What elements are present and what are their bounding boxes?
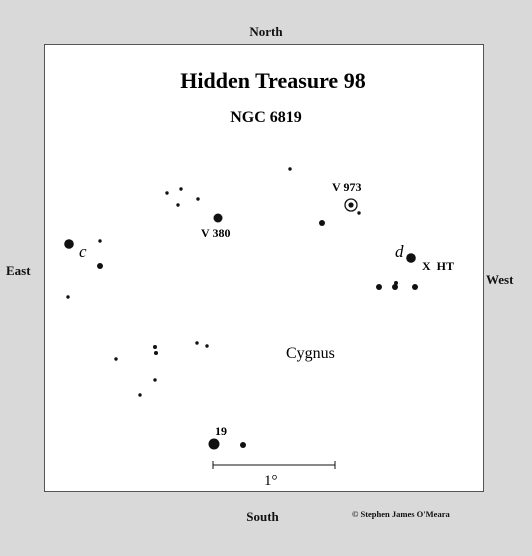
star-v380 — [213, 213, 223, 223]
label-c: c — [79, 242, 87, 261]
star-ht — [376, 284, 382, 290]
direction-south-label: South — [246, 509, 279, 524]
star — [154, 351, 158, 355]
star — [195, 341, 199, 345]
label-xht: X HT — [422, 259, 454, 273]
star-ht — [394, 281, 398, 285]
direction-west-label: West — [486, 272, 514, 287]
star-19 — [208, 438, 220, 450]
star — [98, 239, 102, 243]
star — [165, 191, 169, 195]
label-v380: V 380 — [201, 226, 230, 240]
star-field — [64, 167, 418, 450]
star — [288, 167, 292, 171]
star — [205, 344, 209, 348]
label-v973: V 973 — [332, 180, 361, 194]
star-c — [64, 239, 74, 249]
star — [153, 378, 157, 382]
star — [153, 345, 157, 349]
direction-north-label: North — [249, 24, 283, 39]
star — [176, 203, 180, 207]
chart-subtitle: NGC 6819 — [230, 109, 302, 126]
star — [357, 211, 361, 215]
star — [319, 220, 325, 226]
scale-bar — [212, 461, 336, 469]
star — [179, 187, 183, 191]
star-ht — [392, 284, 398, 290]
star-chart-frame: Hidden Treasure 98 NGC 6819 — [44, 44, 484, 492]
star — [138, 393, 142, 397]
star — [240, 442, 246, 448]
label-d: d — [395, 242, 404, 261]
star — [66, 295, 70, 299]
star — [196, 197, 200, 201]
star-v973-ring — [344, 198, 358, 212]
copyright-credit: © Stephen James O'Meara — [352, 509, 450, 519]
label-19: 19 — [215, 424, 227, 438]
star-v973 — [348, 202, 354, 208]
star — [97, 263, 103, 269]
star — [114, 357, 118, 361]
chart-title: Hidden Treasure 98 — [180, 68, 365, 93]
star-chart-svg: Hidden Treasure 98 NGC 6819 — [64, 68, 454, 489]
constellation-label: Cygnus — [286, 345, 335, 362]
direction-east-label: East — [6, 263, 31, 278]
star-d — [406, 253, 416, 263]
star-ht — [412, 284, 418, 290]
scale-bar-label: 1° — [264, 473, 278, 489]
